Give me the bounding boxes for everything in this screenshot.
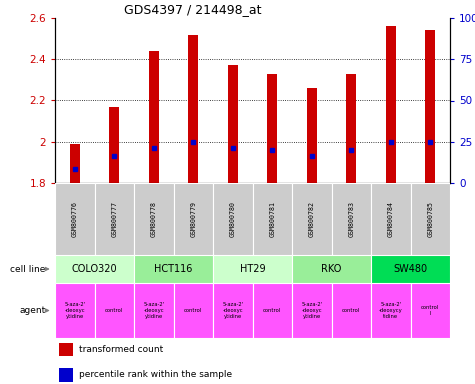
Text: 5-aza-2'
-deoxyc
ytidine: 5-aza-2' -deoxyc ytidine bbox=[222, 302, 243, 319]
Bar bbox=[292, 183, 332, 255]
Bar bbox=[253, 283, 292, 338]
Text: percentile rank within the sample: percentile rank within the sample bbox=[79, 370, 232, 379]
Text: GSM800784: GSM800784 bbox=[388, 201, 394, 237]
Text: GSM800782: GSM800782 bbox=[309, 201, 315, 237]
Text: GSM800778: GSM800778 bbox=[151, 201, 157, 237]
Text: GSM800785: GSM800785 bbox=[427, 201, 433, 237]
Bar bbox=[55, 183, 95, 255]
Bar bbox=[188, 35, 198, 183]
Bar bbox=[70, 144, 80, 183]
Text: control: control bbox=[342, 308, 361, 313]
Bar bbox=[386, 26, 396, 183]
Bar bbox=[95, 283, 134, 338]
Bar bbox=[332, 183, 371, 255]
Bar bbox=[267, 74, 277, 183]
Bar bbox=[134, 183, 173, 255]
Bar bbox=[307, 88, 317, 183]
Bar bbox=[292, 283, 332, 338]
Bar bbox=[371, 255, 450, 283]
Text: GSM800781: GSM800781 bbox=[269, 201, 275, 237]
Text: SW480: SW480 bbox=[393, 264, 428, 274]
Bar bbox=[425, 30, 435, 183]
Bar bbox=[410, 283, 450, 338]
Bar bbox=[134, 255, 213, 283]
Text: GSM800780: GSM800780 bbox=[230, 201, 236, 237]
Text: HT29: HT29 bbox=[240, 264, 266, 274]
Bar bbox=[213, 255, 292, 283]
Text: GSM800777: GSM800777 bbox=[111, 201, 117, 237]
Bar bbox=[149, 51, 159, 183]
Bar bbox=[109, 107, 119, 183]
Text: control: control bbox=[263, 308, 281, 313]
Text: 5-aza-2'
-deoxyc
ytidine: 5-aza-2' -deoxyc ytidine bbox=[64, 302, 86, 319]
Text: control
l: control l bbox=[421, 305, 439, 316]
Text: cell line: cell line bbox=[10, 265, 46, 273]
Bar bbox=[59, 343, 73, 356]
Text: 5-aza-2'
-deoxyc
ytidine: 5-aza-2' -deoxyc ytidine bbox=[301, 302, 323, 319]
Bar bbox=[59, 368, 73, 382]
Bar bbox=[213, 183, 253, 255]
Text: 5-aza-2'
-deoxyc
ytidine: 5-aza-2' -deoxyc ytidine bbox=[143, 302, 164, 319]
Bar bbox=[371, 183, 410, 255]
Text: 5-aza-2'
-deoxycy
tidine: 5-aza-2' -deoxycy tidine bbox=[379, 302, 403, 319]
Text: control: control bbox=[184, 308, 202, 313]
Bar bbox=[253, 183, 292, 255]
Bar bbox=[292, 255, 371, 283]
Bar bbox=[55, 255, 134, 283]
Text: RKO: RKO bbox=[321, 264, 342, 274]
Bar bbox=[371, 283, 410, 338]
Text: transformed count: transformed count bbox=[79, 345, 163, 354]
Bar bbox=[346, 74, 356, 183]
Bar bbox=[173, 183, 213, 255]
Text: GDS4397 / 214498_at: GDS4397 / 214498_at bbox=[124, 3, 262, 16]
Text: agent: agent bbox=[19, 306, 46, 315]
Bar bbox=[55, 283, 95, 338]
Bar bbox=[134, 283, 173, 338]
Text: GSM800779: GSM800779 bbox=[190, 201, 196, 237]
Text: GSM800776: GSM800776 bbox=[72, 201, 78, 237]
Bar bbox=[332, 283, 371, 338]
Bar bbox=[173, 283, 213, 338]
Text: COLO320: COLO320 bbox=[72, 264, 117, 274]
Bar bbox=[410, 183, 450, 255]
Bar bbox=[95, 183, 134, 255]
Text: GSM800783: GSM800783 bbox=[348, 201, 354, 237]
Bar bbox=[213, 283, 253, 338]
Bar bbox=[228, 65, 238, 183]
Text: control: control bbox=[105, 308, 124, 313]
Text: HCT116: HCT116 bbox=[154, 264, 193, 274]
